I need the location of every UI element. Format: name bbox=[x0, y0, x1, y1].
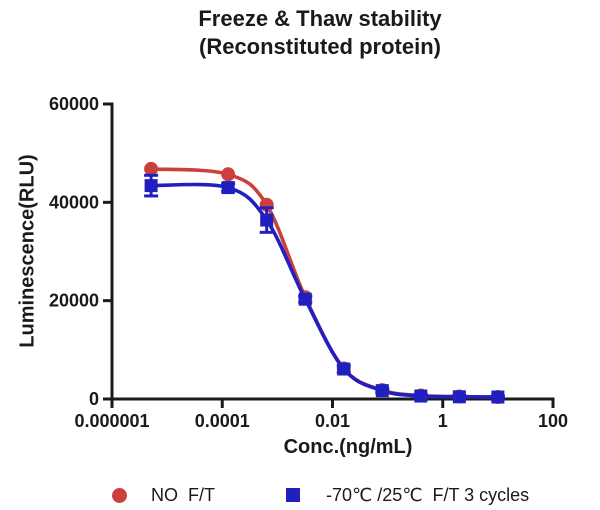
chart-title: Freeze & Thaw stability (Reconstituted p… bbox=[40, 5, 600, 61]
x-tick-label: 0.000001 bbox=[74, 411, 149, 431]
y-tick-label: 20000 bbox=[49, 291, 99, 311]
data-point-square bbox=[221, 181, 235, 195]
data-point-square bbox=[260, 213, 274, 227]
x-tick-label: 0.0001 bbox=[195, 411, 250, 431]
data-point-square bbox=[337, 362, 351, 376]
x-axis-label: Conc.(ng/mL) bbox=[283, 436, 413, 458]
data-point-square bbox=[375, 384, 389, 398]
data-point-square bbox=[414, 389, 428, 403]
legend-label-ft-3-cycles: -70℃ /25℃ F/T 3 cycles bbox=[326, 484, 530, 505]
data-point-circle bbox=[221, 167, 236, 182]
y-tick-label: 40000 bbox=[49, 192, 99, 212]
x-tick-label: 100 bbox=[538, 411, 568, 431]
data-point-square bbox=[452, 390, 466, 404]
legend: NO F/T -70℃ /25℃ F/T 3 cycles bbox=[0, 482, 600, 508]
series-curve-0 bbox=[149, 167, 500, 399]
data-point-square bbox=[144, 179, 158, 193]
data-point-square bbox=[491, 390, 505, 404]
legend-item-no-ft: NO F/T bbox=[112, 482, 215, 508]
y-tick-label: 0 bbox=[89, 389, 99, 409]
x-tick-label: 1 bbox=[438, 411, 448, 431]
data-point-square bbox=[298, 292, 312, 306]
series-curve-1 bbox=[149, 182, 500, 399]
red-circle-marker-icon bbox=[112, 487, 127, 503]
legend-item-ft-3-cycles: -70℃ /25℃ F/T 3 cycles bbox=[286, 482, 529, 508]
legend-label-no-ft: NO F/T bbox=[151, 484, 215, 505]
x-tick-label: 0.01 bbox=[315, 411, 350, 431]
chart-title-line2: (Reconstituted protein) bbox=[199, 34, 441, 59]
blue-square-marker-icon bbox=[286, 488, 300, 502]
chart-title-line1: Freeze & Thaw stability bbox=[198, 6, 442, 31]
data-point-circle bbox=[144, 161, 159, 176]
y-tick-label: 60000 bbox=[49, 94, 99, 114]
